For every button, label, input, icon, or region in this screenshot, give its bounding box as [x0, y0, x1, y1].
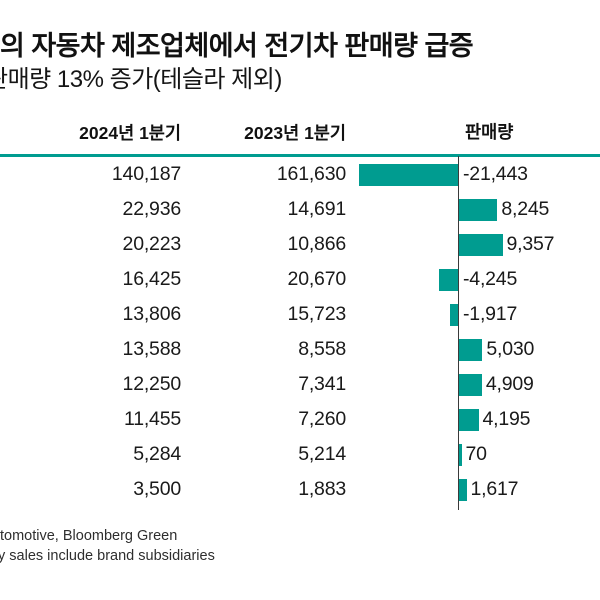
- table-row: 11,455 7,260 4,195: [0, 402, 600, 437]
- change-bar: [459, 408, 479, 431]
- value-2023-q1: 10,866: [287, 233, 347, 255]
- table-row: 13,806 15,723 -1,917: [0, 297, 600, 332]
- column-header-sales: 판매량: [465, 122, 514, 142]
- change-bar-cell: -1,917: [346, 297, 600, 332]
- change-value-label: 5,030: [486, 338, 535, 360]
- value-2024-q1: 16,425: [122, 268, 182, 290]
- column-header-2023-q1: 2023년 1분기: [244, 122, 346, 143]
- chart-subtitle: 판매량 13% 증가(테슬라 제외): [0, 66, 282, 93]
- change-bar: [459, 233, 503, 256]
- change-value-label: -21,443: [463, 163, 528, 185]
- header-divider-line: [0, 154, 600, 157]
- value-2023-q1: 7,260: [298, 408, 346, 430]
- change-bar-cell: 8,245: [346, 192, 600, 227]
- value-2024-q1: 20,223: [122, 233, 182, 255]
- change-bar: [450, 303, 459, 326]
- change-bar: [459, 338, 483, 361]
- value-2024-q1: 5,284: [133, 443, 181, 465]
- change-value-label: 9,357: [506, 233, 555, 255]
- change-bar: [459, 198, 498, 221]
- table-row: 5,284 5,214 70: [0, 437, 600, 472]
- source-text: tomotive, Bloomberg Green: [0, 528, 178, 544]
- column-header-sales-cell: 판매량: [346, 112, 600, 152]
- change-bar-cell: 1,617: [346, 472, 600, 507]
- value-2024-q1: 13,806: [122, 303, 182, 325]
- change-bar: [459, 443, 462, 466]
- table-row: 140,187 161,630 -21,443: [0, 157, 600, 192]
- change-bar-cell: -21,443: [346, 157, 600, 192]
- value-2023-q1: 8,558: [298, 338, 346, 360]
- value-2023-q1: 5,214: [298, 443, 346, 465]
- change-value-label: 8,245: [501, 198, 550, 220]
- table-row: 20,223 10,866 9,357: [0, 227, 600, 262]
- change-value-label: 70: [465, 443, 487, 465]
- value-2023-q1: 14,691: [287, 198, 347, 220]
- value-2023-q1: 7,341: [298, 373, 346, 395]
- change-bar-cell: -4,245: [346, 262, 600, 297]
- value-2023-q1: 20,670: [287, 268, 347, 290]
- change-value-label: 1,617: [470, 478, 519, 500]
- value-2024-q1: 12,250: [122, 373, 182, 395]
- change-value-label: -4,245: [463, 268, 518, 290]
- value-2024-q1: 13,588: [122, 338, 182, 360]
- change-bar-cell: 5,030: [346, 332, 600, 367]
- table-row: 22,936 14,691 8,245: [0, 192, 600, 227]
- table-row: 13,588 8,558 5,030: [0, 332, 600, 367]
- change-bar: [359, 163, 459, 186]
- value-2024-q1: 3,500: [133, 478, 181, 500]
- change-bar-cell: 70: [346, 437, 600, 472]
- change-bar-cell: 9,357: [346, 227, 600, 262]
- change-value-label: 4,195: [482, 408, 531, 430]
- value-2024-q1: 140,187: [111, 163, 181, 185]
- change-bar-cell: 4,909: [346, 367, 600, 402]
- change-value-label: 4,909: [485, 373, 534, 395]
- chart-title: 의 자동차 제조업체에서 전기차 판매량 급증: [0, 31, 474, 61]
- change-value-label: -1,917: [463, 303, 518, 325]
- change-bar-cell: 4,195: [346, 402, 600, 437]
- value-2024-q1: 11,455: [124, 408, 181, 430]
- table-row: 16,425 20,670 -4,245: [0, 262, 600, 297]
- value-2024-q1: 22,936: [122, 198, 182, 220]
- table-body: 140,187 161,630 -21,443 22,936 14,691 8,245 20…: [0, 157, 600, 507]
- value-2023-q1: 1,883: [298, 478, 346, 500]
- table-row: 12,250 7,341 4,909: [0, 367, 600, 402]
- column-header-2024-q1: 2024년 1분기: [79, 122, 181, 143]
- table-row: 3,500 1,883 1,617: [0, 472, 600, 507]
- change-bar: [439, 268, 459, 291]
- change-bar: [459, 373, 482, 396]
- value-2023-q1: 161,630: [276, 163, 346, 185]
- table-header-row: 2024년 1분기 2023년 1분기 판매량: [0, 112, 600, 152]
- bar-axis-line: [458, 156, 460, 510]
- value-2023-q1: 15,723: [287, 303, 347, 325]
- change-bar: [459, 478, 467, 501]
- note-text: y sales include brand subsidiaries: [0, 548, 215, 564]
